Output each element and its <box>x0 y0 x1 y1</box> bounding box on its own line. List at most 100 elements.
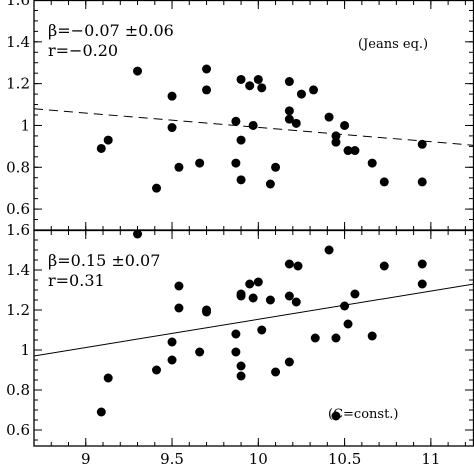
data-point <box>417 177 427 187</box>
data-point <box>231 347 241 357</box>
data-point <box>331 333 341 343</box>
x-tick-label: 10 <box>249 450 268 467</box>
beta-annotation: β=−0.07 ±0.06 <box>48 21 174 40</box>
fit-line <box>33 108 474 146</box>
data-point <box>174 281 184 291</box>
data-point <box>284 357 294 367</box>
data-point <box>248 293 258 303</box>
data-point <box>271 162 281 172</box>
data-point <box>367 158 377 168</box>
data-point <box>284 77 294 87</box>
data-point <box>248 120 258 130</box>
x-tick-label: 11 <box>421 450 440 467</box>
data-point <box>379 261 389 271</box>
data-point <box>367 331 377 341</box>
data-point <box>236 74 246 84</box>
data-point <box>309 85 319 95</box>
data-point <box>195 158 205 168</box>
r-annotation: r=0.31 <box>48 271 105 290</box>
data-point <box>96 143 106 153</box>
data-point <box>236 135 246 145</box>
data-point <box>152 183 162 193</box>
data-point <box>133 66 143 76</box>
data-point <box>195 347 205 357</box>
y-tick-label: 1 <box>20 116 30 134</box>
y-tick-label: 1 <box>20 341 30 359</box>
data-point <box>293 261 303 271</box>
data-point <box>257 325 267 335</box>
data-point <box>231 329 241 339</box>
data-point <box>236 175 246 185</box>
data-point <box>284 259 294 269</box>
data-point <box>324 112 334 122</box>
data-point <box>202 305 212 315</box>
data-point <box>245 279 255 289</box>
y-tick-label: 1.2 <box>6 301 30 319</box>
data-point <box>202 85 212 95</box>
data-point <box>257 83 267 93</box>
data-point <box>331 411 341 421</box>
data-point <box>310 333 320 343</box>
data-point <box>291 118 301 128</box>
data-point <box>103 135 113 145</box>
data-point <box>343 319 353 329</box>
y-tick-label: 1.4 <box>6 261 30 279</box>
data-point <box>284 291 294 301</box>
data-point <box>103 373 113 383</box>
data-point <box>236 361 246 371</box>
data-point <box>331 131 341 141</box>
data-point <box>245 81 255 91</box>
data-point <box>174 162 184 172</box>
data-point <box>167 123 177 133</box>
r-annotation: r=−0.20 <box>48 41 118 60</box>
panel-label: (Jeans eq.) <box>358 37 428 52</box>
y-tick-label: 1.6 <box>6 0 30 9</box>
y-tick-label: 0.6 <box>6 421 30 439</box>
data-point <box>202 64 212 74</box>
data-point <box>231 116 241 126</box>
data-point <box>167 355 177 365</box>
data-point <box>231 158 241 168</box>
x-tick-label: 10.5 <box>328 450 361 467</box>
panel-bottom: 0.6 0.8 1 1.2 1.4 1.6 9 9.5 10 10.5 11 β=0.15 ±0.07… <box>6 221 474 467</box>
data-point <box>340 120 350 130</box>
data-point <box>265 295 275 305</box>
y-tick-label: 1.2 <box>6 75 30 93</box>
data-point <box>152 365 162 375</box>
data-point <box>236 291 246 301</box>
data-point <box>133 229 143 239</box>
y-tick-label: 0.6 <box>6 200 30 218</box>
fit-line <box>33 283 474 357</box>
panel-label: (C=const.) <box>328 407 399 422</box>
data-point <box>265 179 275 189</box>
data-point <box>379 177 389 187</box>
data-point <box>253 74 263 84</box>
data-point <box>324 245 334 255</box>
data-point <box>236 371 246 381</box>
data-point <box>340 301 350 311</box>
panel-top: 0.6 0.8 1 1.2 1.4 1.6 β=−0.07 ±0.06r=−0.20 (Jea… <box>6 0 474 231</box>
data-point <box>284 106 294 116</box>
data-point <box>284 114 294 124</box>
data-point <box>343 146 353 156</box>
data-point <box>417 279 427 289</box>
data-point <box>174 303 184 313</box>
data-point <box>96 407 106 417</box>
data-point <box>417 139 427 149</box>
y-tick-label: 1.4 <box>6 33 30 51</box>
x-tick-label: 9 <box>81 450 91 467</box>
data-point <box>350 146 360 156</box>
data-point <box>296 89 306 99</box>
data-point <box>350 289 360 299</box>
beta-annotation: β=0.15 ±0.07 <box>48 251 160 270</box>
data-point <box>291 297 301 307</box>
x-tick-label: 9.5 <box>160 450 184 467</box>
data-point <box>167 91 177 101</box>
y-tick-label: 0.8 <box>6 381 30 399</box>
data-point <box>417 259 427 269</box>
data-point <box>331 137 341 147</box>
y-tick-label: 1.6 <box>6 221 30 239</box>
y-tick-label: 0.8 <box>6 158 30 176</box>
data-point <box>167 337 177 347</box>
